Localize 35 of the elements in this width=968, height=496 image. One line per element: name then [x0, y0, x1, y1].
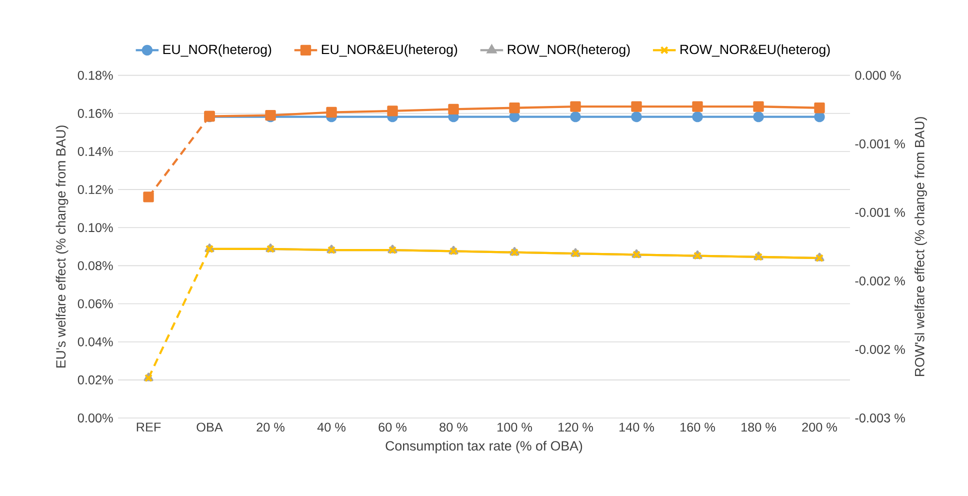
x-tick-label: 200 %	[802, 422, 837, 432]
x-tick-label: OBA	[196, 422, 223, 432]
y-tick-label: 0.00%	[78, 414, 113, 422]
legend-label: ROW_NOR(heterog)	[508, 44, 630, 57]
x-tick-label: 140 %	[620, 422, 654, 432]
x-tick-label: 40 %	[317, 422, 346, 432]
y2-tick-label: -0.001 %	[855, 139, 905, 148]
y2-tick-label: -0.001 %	[855, 208, 905, 217]
x-tick-label: 180 %	[742, 422, 776, 432]
x-tick-label: 100 %	[498, 422, 532, 432]
x-tick-label: 60 %	[378, 422, 406, 432]
y2-tick-label: 0.000 %	[855, 70, 901, 80]
y2-tick-label: -0.003 %	[855, 414, 905, 422]
y-tick-label: 0.12%	[78, 185, 113, 194]
y-tick-label: 0.08%	[78, 261, 113, 270]
y-tick-label: 0.16%	[78, 108, 113, 118]
x-tick-label: 160 %	[680, 422, 715, 432]
x-tick-label: 20 %	[256, 422, 284, 432]
y-tick-label: 0.14%	[78, 146, 113, 156]
legend-label: EU_NOR(heterog)	[163, 44, 272, 57]
y2-axis-title: ROW'sl welfare effect (% change from BAU)	[914, 117, 927, 376]
y2-tick-label: -0.002 %	[855, 344, 905, 354]
y-tick-label: 0.02%	[78, 375, 113, 384]
y-tick-label: 0.06%	[78, 299, 113, 308]
x-axis-title: Consumption tax rate (% of OBA)	[386, 440, 582, 454]
y-tick-label: 0.04%	[78, 337, 113, 346]
legend-label: ROW_NOR&EU(heterog)	[680, 44, 830, 57]
y-axis-title: EU's welfare effect (% change from BAU)	[56, 126, 68, 368]
y2-tick-label: -0.002 %	[855, 276, 905, 286]
y-tick-label: 0.10%	[78, 223, 113, 232]
x-tick-label: REF	[136, 422, 161, 432]
x-tick-label: 120 %	[558, 422, 593, 432]
y-tick-label: 0.18%	[78, 70, 113, 80]
x-tick-label: 80 %	[440, 422, 468, 432]
legend-label: EU_NOR&EU(heterog)	[322, 44, 458, 57]
